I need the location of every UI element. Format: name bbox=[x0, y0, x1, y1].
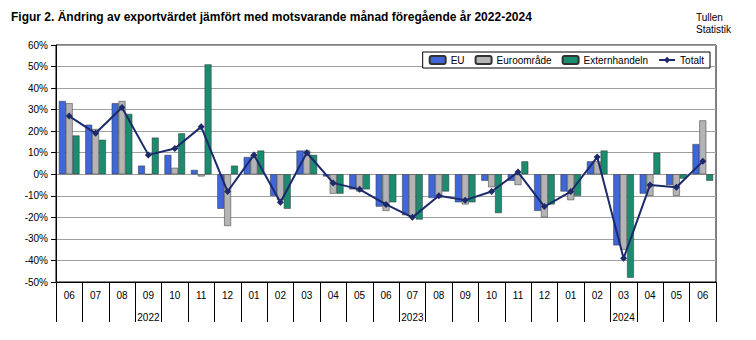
svg-text:09: 09 bbox=[460, 290, 472, 301]
svg-text:20%: 20% bbox=[28, 126, 48, 137]
svg-text:-10%: -10% bbox=[25, 190, 48, 201]
svg-text:05: 05 bbox=[671, 290, 683, 301]
svg-text:03: 03 bbox=[618, 290, 630, 301]
svg-text:Totalt: Totalt bbox=[680, 55, 704, 66]
svg-text:12: 12 bbox=[222, 290, 234, 301]
svg-text:03: 03 bbox=[301, 290, 313, 301]
svg-text:50%: 50% bbox=[28, 61, 48, 72]
svg-text:06: 06 bbox=[380, 290, 392, 301]
svg-text:10: 10 bbox=[169, 290, 181, 301]
svg-text:10%: 10% bbox=[28, 147, 48, 158]
svg-text:Tullen: Tullen bbox=[696, 12, 723, 23]
svg-text:Euroområde: Euroområde bbox=[497, 55, 552, 66]
svg-text:-40%: -40% bbox=[25, 255, 48, 266]
svg-text:04: 04 bbox=[328, 290, 340, 301]
svg-text:11: 11 bbox=[196, 290, 207, 301]
svg-text:Figur 2. Ändring av exportvärd: Figur 2. Ändring av exportvärdet jämfört… bbox=[11, 9, 532, 24]
svg-text:05: 05 bbox=[354, 290, 366, 301]
svg-text:2022: 2022 bbox=[137, 312, 160, 323]
svg-text:04: 04 bbox=[644, 290, 656, 301]
svg-text:-50%: -50% bbox=[25, 277, 48, 288]
svg-text:06: 06 bbox=[697, 290, 709, 301]
svg-text:Statistik: Statistik bbox=[696, 24, 732, 35]
svg-text:01: 01 bbox=[248, 290, 260, 301]
svg-text:30%: 30% bbox=[28, 104, 48, 115]
svg-text:07: 07 bbox=[407, 290, 419, 301]
svg-text:0%: 0% bbox=[34, 169, 49, 180]
svg-text:06: 06 bbox=[64, 290, 76, 301]
svg-text:08: 08 bbox=[433, 290, 445, 301]
svg-text:-20%: -20% bbox=[25, 212, 48, 223]
svg-text:10: 10 bbox=[486, 290, 498, 301]
svg-text:EU: EU bbox=[451, 55, 465, 66]
svg-text:-30%: -30% bbox=[25, 233, 48, 244]
svg-text:11: 11 bbox=[513, 290, 524, 301]
svg-text:2023: 2023 bbox=[401, 312, 424, 323]
svg-text:07: 07 bbox=[90, 290, 102, 301]
svg-text:Externhandeln: Externhandeln bbox=[584, 55, 649, 66]
svg-text:12: 12 bbox=[539, 290, 551, 301]
svg-text:01: 01 bbox=[565, 290, 577, 301]
svg-text:09: 09 bbox=[143, 290, 155, 301]
svg-text:2024: 2024 bbox=[612, 312, 635, 323]
svg-text:40%: 40% bbox=[28, 83, 48, 94]
svg-text:02: 02 bbox=[592, 290, 604, 301]
svg-text:02: 02 bbox=[275, 290, 287, 301]
svg-text:60%: 60% bbox=[28, 40, 48, 51]
svg-text:08: 08 bbox=[116, 290, 128, 301]
